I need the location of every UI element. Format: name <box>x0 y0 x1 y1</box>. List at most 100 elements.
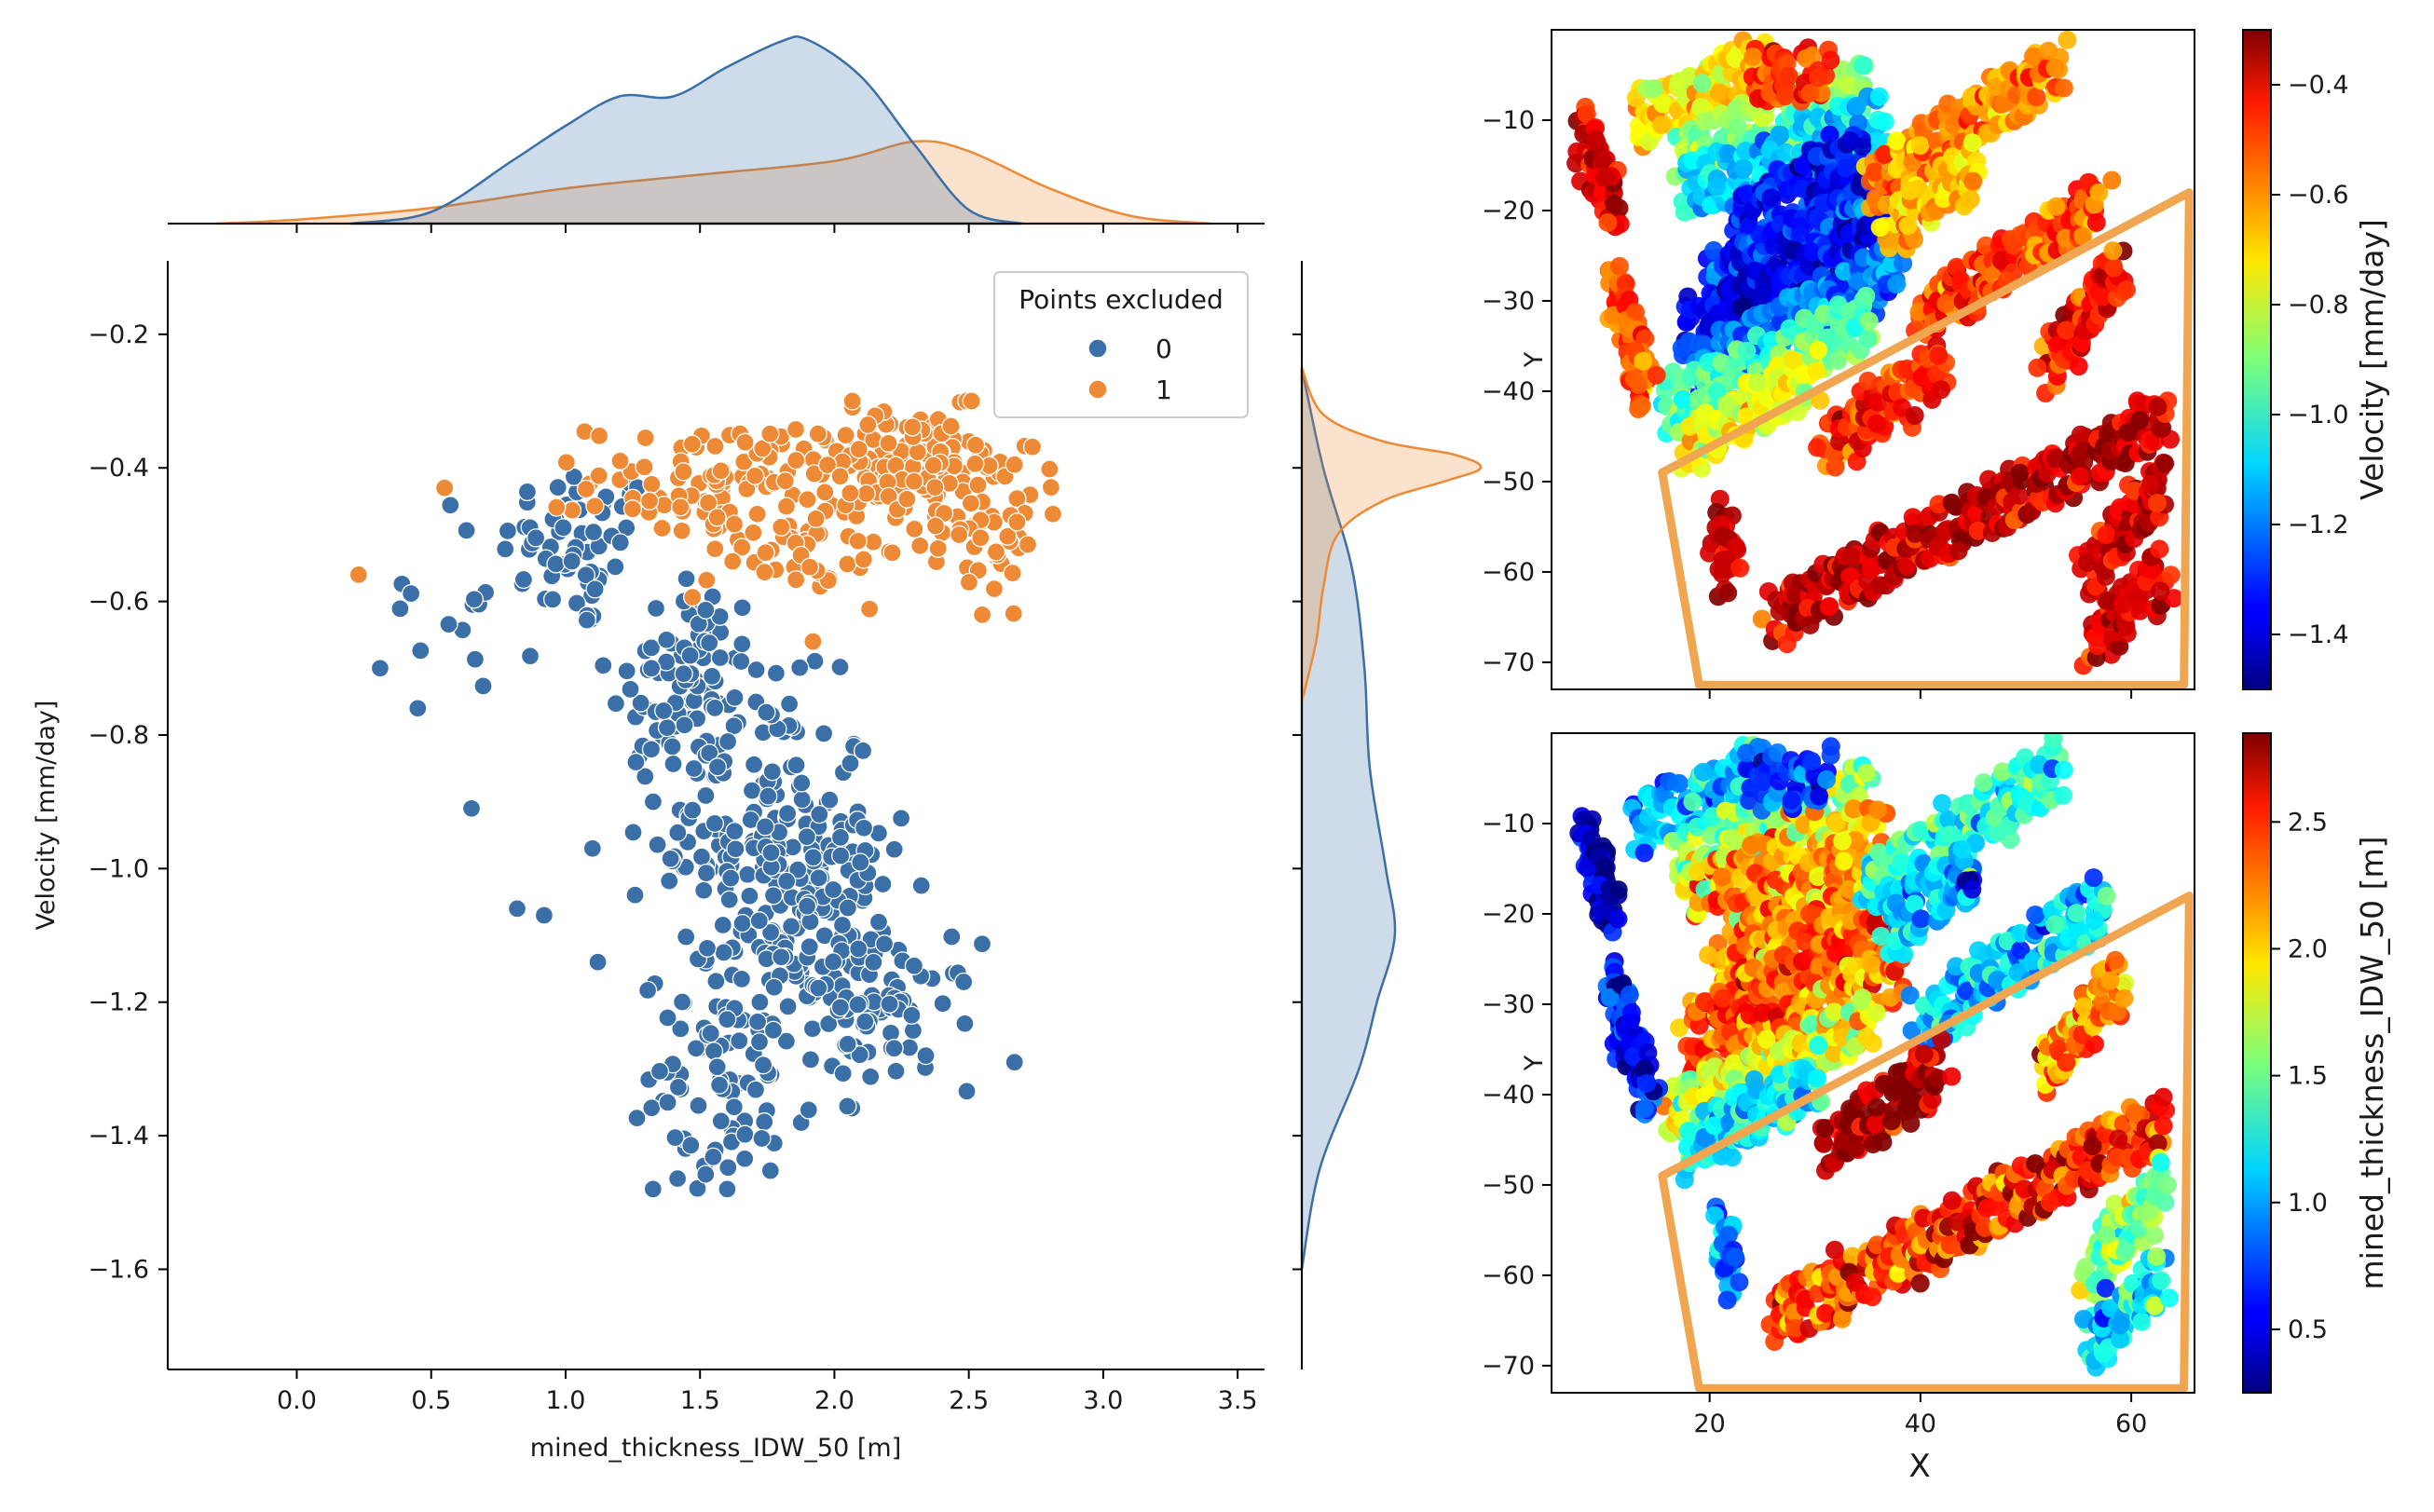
scatter-point-series-0 <box>623 823 643 842</box>
y-tick-label: −1.2 <box>88 988 149 1017</box>
scatter-point-series-1 <box>986 542 1006 562</box>
scatter-point-series-0 <box>520 647 540 666</box>
scatter-point-series-0 <box>546 554 566 574</box>
map-point <box>1911 909 1931 929</box>
scatter-point-series-0 <box>718 731 738 752</box>
legend-box <box>993 271 1249 418</box>
scatter-point-series-0 <box>496 539 515 559</box>
scatter-point-series-1 <box>854 550 873 569</box>
top-marginal-ticks <box>295 224 1239 233</box>
map-point <box>2125 481 2144 500</box>
legend-label-1: 1 <box>1155 375 1172 405</box>
map-y-tick-label: −70 <box>1482 648 1535 677</box>
map-point <box>1737 341 1757 361</box>
scatter-point-series-1 <box>959 572 979 593</box>
map-velocity-frame <box>1551 29 2195 690</box>
scatter-point-series-1 <box>639 491 660 511</box>
scatter-point-series-0 <box>594 656 613 675</box>
map-point <box>2074 997 2093 1016</box>
y-tick-label: −0.4 <box>88 454 149 483</box>
map-point <box>2141 474 2160 494</box>
scatter-point-series-1 <box>636 428 655 448</box>
colorbar-velocity-ticks: −0.4−0.6−0.8−1.0−1.2−1.4 <box>2271 71 2349 649</box>
scatter-point-series-0 <box>763 1020 784 1041</box>
map-velocity-y-label: Y <box>1520 351 1549 368</box>
map-point <box>2155 454 2175 473</box>
map-point <box>1914 1044 1934 1064</box>
map-y-tick-label: −10 <box>1482 106 1535 135</box>
map-point <box>1587 133 1607 153</box>
scatter-point-series-0 <box>735 1149 755 1168</box>
scatter-point-series-1 <box>786 450 806 470</box>
map-point <box>1963 171 1983 191</box>
scatter-point-series-0 <box>746 660 766 680</box>
map-point <box>1858 329 1878 348</box>
scatter-point-series-0 <box>738 865 758 884</box>
scatter-point-series-0 <box>838 1097 857 1116</box>
scatter-point-series-0 <box>642 1098 662 1118</box>
map-point <box>1868 800 1888 820</box>
scatter-point-series-1 <box>968 475 988 495</box>
map-point <box>2130 411 2150 429</box>
scatter-point-series-0 <box>711 1111 731 1131</box>
map-point <box>1733 158 1753 178</box>
map-point <box>1807 361 1826 381</box>
map-point <box>1825 1043 1844 1063</box>
scatter-point-series-0 <box>886 1061 906 1081</box>
scatter-point-series-0 <box>800 937 819 957</box>
map-point <box>2077 552 2097 572</box>
map-point <box>1809 68 1828 88</box>
scatter-point-series-1 <box>961 494 981 513</box>
scatter-point-series-1 <box>772 517 791 537</box>
scatter-point-series-0 <box>853 741 873 761</box>
map-point <box>1892 852 1911 872</box>
scatter-point-series-0 <box>874 934 895 954</box>
legend-marker-1 <box>1087 379 1108 400</box>
map-point <box>1856 286 1876 306</box>
map-point <box>1785 1318 1804 1338</box>
map-velocity-y-ticks: −10−20−30−40−50−60−70 <box>1482 106 1552 677</box>
map-point <box>1961 190 1980 209</box>
map-point <box>1867 1097 1887 1117</box>
scatter-point-series-0 <box>705 698 725 718</box>
map-point <box>1744 1069 1764 1089</box>
scatter-point-series-0 <box>756 817 775 837</box>
map-point <box>1700 543 1719 563</box>
map-point <box>1670 1018 1689 1038</box>
map-y-tick-label: −50 <box>1482 468 1535 497</box>
scatter-point-series-1 <box>434 478 455 497</box>
scatter-point-series-1 <box>1003 563 1022 583</box>
map-point <box>1866 1114 1885 1134</box>
map-point <box>1864 1033 1882 1053</box>
scatter-point-series-0 <box>714 943 733 962</box>
map-point <box>1730 558 1750 578</box>
map-point <box>1897 556 1917 576</box>
scatter-point-series-1 <box>842 391 862 411</box>
scatter-point-series-1 <box>971 528 991 548</box>
scatter-point-series-0 <box>704 1147 723 1167</box>
map-point <box>1595 168 1615 187</box>
map-point <box>1867 414 1886 433</box>
scatter-point-series-1 <box>965 435 986 455</box>
map-point <box>1727 537 1745 556</box>
map-y-tick-label: −20 <box>1482 197 1535 225</box>
map-point <box>2071 467 2089 486</box>
scatter-point-series-0 <box>740 886 759 906</box>
scatter-point-series-1 <box>882 543 902 563</box>
map-point <box>1962 133 1982 153</box>
scatter-point-series-1 <box>744 523 763 542</box>
map-velocity-polygon <box>1658 188 2194 689</box>
map-point <box>1692 74 1712 93</box>
map-point <box>2039 41 2058 61</box>
scatter-point-series-0 <box>663 737 682 756</box>
scatter-point-series-1 <box>1007 512 1027 532</box>
scatter-point-series-0 <box>838 1034 857 1054</box>
y-tick-label: −1.0 <box>88 854 149 883</box>
map-point <box>1814 1134 1834 1153</box>
map-point <box>2104 258 2124 278</box>
colorbar-tick-label: −1.2 <box>2288 511 2349 539</box>
map-velocity-points <box>1566 30 2183 675</box>
scatter-point-series-0 <box>881 1023 901 1042</box>
scatter-point-series-1 <box>841 484 860 503</box>
map-point <box>2067 904 2086 923</box>
